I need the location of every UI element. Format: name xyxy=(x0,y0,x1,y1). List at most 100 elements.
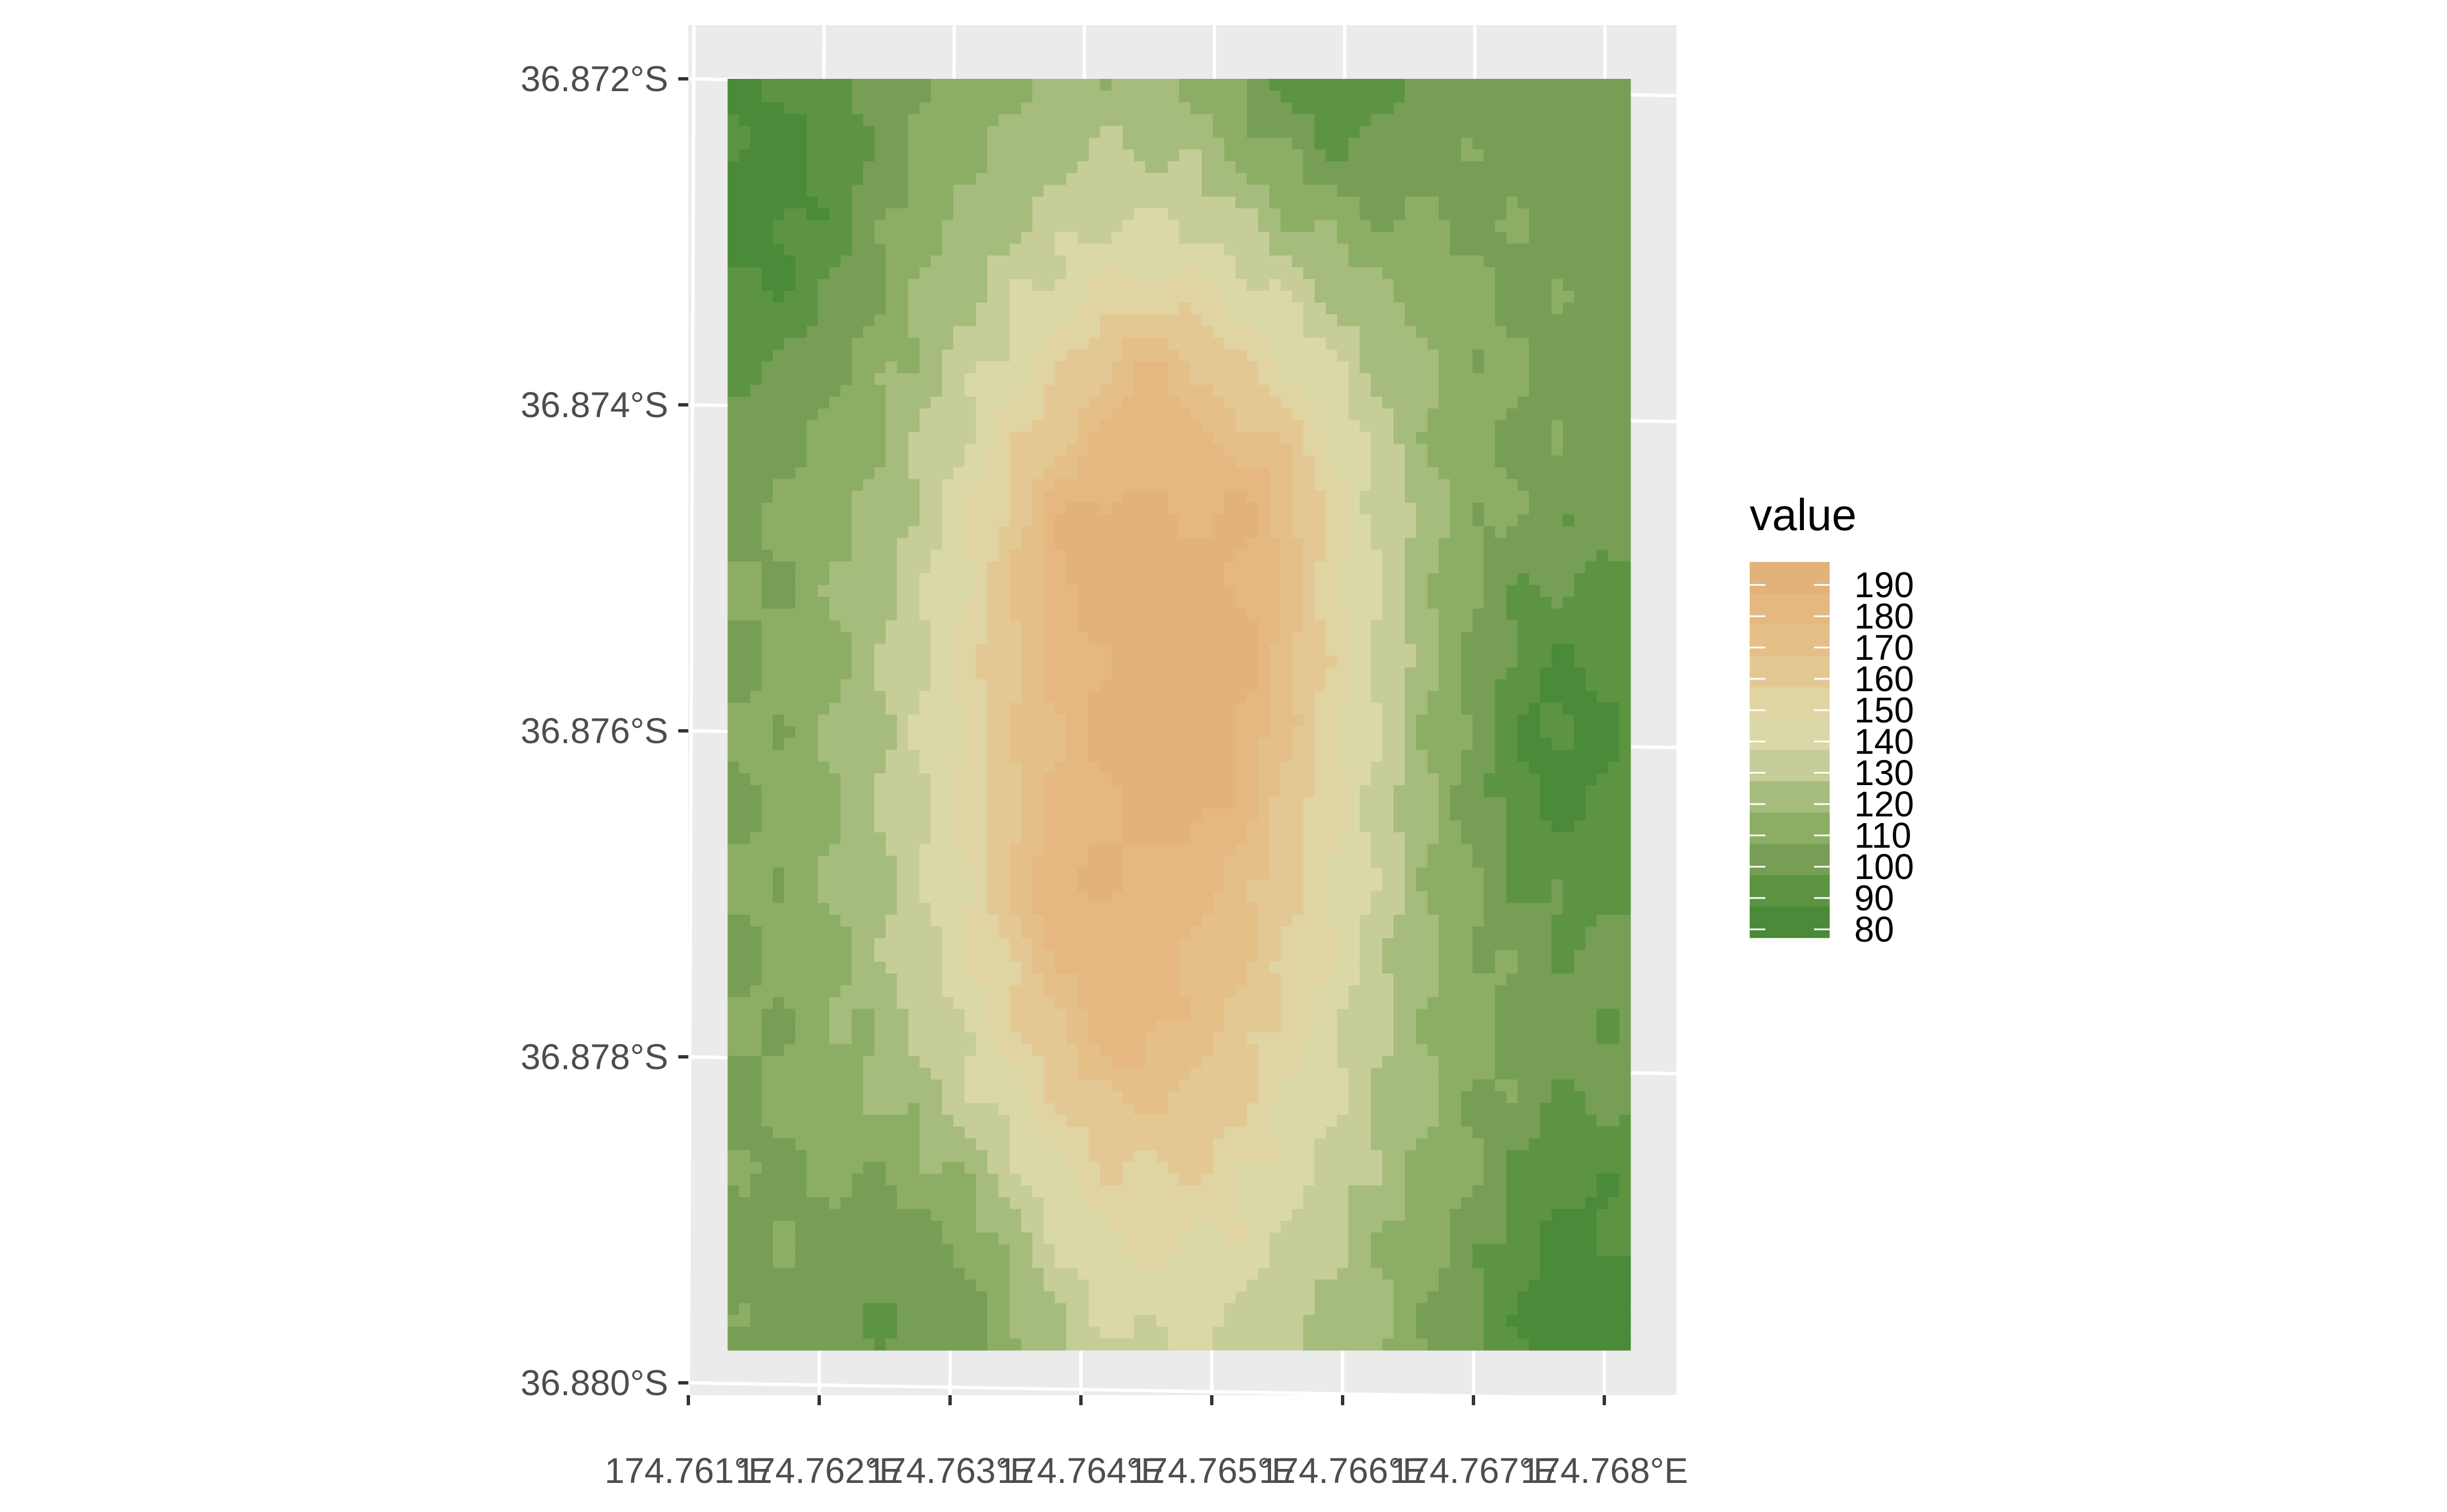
raster-cell xyxy=(761,1067,863,1080)
raster-cell xyxy=(1348,667,1372,680)
raster-cell xyxy=(852,632,886,645)
raster-cell xyxy=(1077,985,1180,998)
raster-cell xyxy=(1337,1009,1394,1021)
raster-cell xyxy=(942,538,965,550)
raster-cell xyxy=(1100,1044,1146,1056)
raster-cell xyxy=(965,443,988,456)
raster-cell xyxy=(998,1185,1033,1198)
raster-cell xyxy=(1449,526,1485,538)
raster-cell xyxy=(1461,149,1485,162)
raster-cell xyxy=(896,974,943,986)
raster-cell xyxy=(908,714,965,727)
raster-cell xyxy=(1246,820,1270,833)
raster-cell xyxy=(1009,432,1078,445)
raster-cell xyxy=(1371,1256,1451,1268)
raster-cell xyxy=(761,961,852,974)
raster-cell xyxy=(1405,702,1428,715)
raster-cell xyxy=(1303,326,1361,338)
raster-cell xyxy=(840,797,875,809)
raster-cell xyxy=(1032,1103,1056,1116)
raster-cell xyxy=(1585,1091,1631,1104)
raster-cell xyxy=(1416,714,1473,727)
raster-cell xyxy=(1348,1067,1372,1080)
raster-cell xyxy=(1585,938,1631,951)
raster-cell xyxy=(1359,338,1428,350)
raster-cell xyxy=(728,809,762,821)
raster-cell xyxy=(795,1244,954,1256)
raster-cell xyxy=(1405,844,1428,857)
raster-cell xyxy=(908,149,988,162)
raster-cell xyxy=(987,632,1022,645)
raster-cell xyxy=(1596,1114,1620,1127)
raster-cell xyxy=(1179,220,1259,233)
raster-cell xyxy=(1258,373,1281,385)
legend-label: 120 xyxy=(1854,784,1914,824)
raster-cell xyxy=(1506,1173,1597,1186)
raster-cell xyxy=(1540,1256,1631,1268)
raster-cell xyxy=(1438,809,1451,821)
raster-cell xyxy=(976,303,1010,315)
raster-cell xyxy=(1066,1303,1089,1316)
raster-cell xyxy=(942,526,965,538)
raster-cell xyxy=(1179,938,1259,951)
raster-cell xyxy=(1382,573,1405,585)
raster-cell xyxy=(1258,326,1304,338)
raster-cell xyxy=(806,432,886,445)
raster-cell xyxy=(1055,526,1180,538)
raster-cell xyxy=(930,79,1033,91)
raster-cell xyxy=(806,173,863,186)
raster-cell xyxy=(728,832,751,845)
legend-label: 110 xyxy=(1854,815,1911,856)
raster-cell xyxy=(1213,326,1259,338)
raster-cell xyxy=(1303,561,1315,574)
y-axis: 36.872°S36.874°S36.876°S36.878°S36.880°S xyxy=(521,59,688,1403)
raster-cell xyxy=(1213,1221,1248,1233)
raster-cell xyxy=(750,126,807,138)
raster-cell xyxy=(1337,762,1372,774)
raster-cell xyxy=(885,385,943,398)
raster-cell xyxy=(1021,1032,1067,1045)
raster-cell xyxy=(761,1044,785,1056)
raster-cell xyxy=(965,1079,1022,1092)
raster-cell xyxy=(1472,714,1496,727)
raster-cell xyxy=(1043,1268,1078,1280)
raster-cell xyxy=(1021,974,1044,986)
raster-cell xyxy=(1393,914,1439,927)
raster-cell xyxy=(728,714,773,727)
raster-cell xyxy=(1495,303,1552,315)
raster-cell xyxy=(1021,632,1044,645)
raster-cell xyxy=(942,231,1022,244)
raster-cell xyxy=(976,644,1022,656)
raster-cell xyxy=(1359,502,1416,515)
raster-cell xyxy=(987,1009,1010,1021)
raster-cell xyxy=(1551,879,1563,892)
raster-cell xyxy=(1235,1291,1315,1304)
raster-cell xyxy=(1066,1315,1089,1327)
raster-cell xyxy=(1122,396,1180,409)
raster-cell xyxy=(965,903,988,915)
raster-cell xyxy=(1009,443,1067,456)
raster-cell xyxy=(1337,714,1383,727)
raster-cell xyxy=(1077,467,1270,480)
raster-cell xyxy=(806,138,875,150)
raster-cell xyxy=(1043,502,1067,515)
raster-cell xyxy=(1540,1221,1597,1233)
raster-cell xyxy=(1393,432,1416,445)
raster-cell xyxy=(1258,750,1292,762)
raster-cell xyxy=(1021,820,1044,833)
raster-cell xyxy=(998,420,1033,433)
raster-cell xyxy=(1235,420,1304,433)
raster-cell xyxy=(1021,762,1056,774)
raster-cell xyxy=(998,1232,1033,1245)
raster-cell xyxy=(1111,667,1259,680)
raster-cell xyxy=(1596,1032,1620,1045)
raster-cell xyxy=(1562,879,1631,892)
raster-cell xyxy=(772,714,785,727)
raster-cell xyxy=(728,785,762,797)
raster-cell xyxy=(1168,502,1225,515)
raster-cell xyxy=(953,679,988,692)
raster-cell xyxy=(1292,408,1315,421)
legend-label: 160 xyxy=(1854,659,1914,699)
raster-cell xyxy=(1506,526,1631,538)
raster-cell xyxy=(761,785,841,797)
